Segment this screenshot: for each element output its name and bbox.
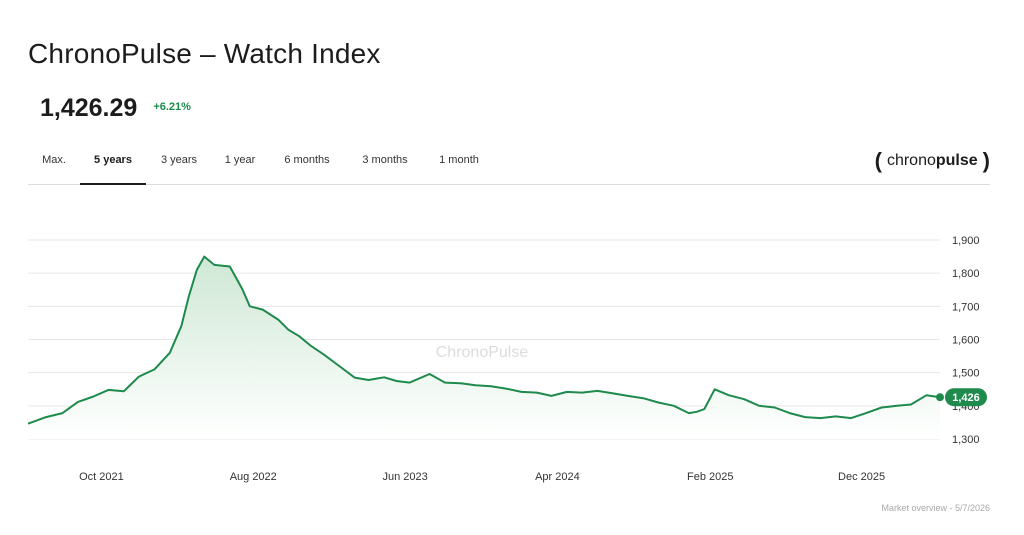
y-tick-label: 1,600 <box>952 335 980 347</box>
tab-6-months[interactable]: 6 months <box>284 154 330 166</box>
range-tabs: Max. 5 years 3 years 1 year 6 months 3 m… <box>28 142 990 185</box>
page-title: ChronoPulse – Watch Index <box>28 38 381 69</box>
tab-1-year[interactable]: 1 year <box>224 154 256 166</box>
y-tick-label: 1,500 <box>952 368 980 380</box>
current-price: 1,426.29 <box>40 94 138 122</box>
y-tick-label: 1,900 <box>952 235 980 247</box>
y-tick-label: 1,700 <box>952 301 980 313</box>
x-tick-label: Aug 2022 <box>230 471 277 483</box>
last-value-badge <box>945 388 987 407</box>
x-tick-label: Oct 2021 <box>79 471 124 483</box>
tab-1-month[interactable]: 1 month <box>439 154 479 166</box>
x-tick-label: Apr 2024 <box>535 471 580 483</box>
x-tick-label: Feb 2025 <box>687 471 733 483</box>
y-tick-label: 1,300 <box>952 434 980 446</box>
chart-watermark: ChronoPulse <box>436 344 529 361</box>
price-line <box>27 255 941 425</box>
chronopulse-logo: ( chronopulse ) <box>875 146 990 176</box>
last-value-label: 1,426 <box>952 392 980 404</box>
price-change: +6.21% <box>153 101 191 113</box>
logo-right-bracket: ) <box>982 148 990 173</box>
x-tick-label: Jun 2023 <box>382 471 427 483</box>
tab-5-years[interactable]: 5 years <box>80 142 146 185</box>
tab-3-months[interactable]: 3 months <box>362 154 408 166</box>
x-tick-label: Dec 2025 <box>838 471 885 483</box>
last-point-marker <box>936 393 944 402</box>
tab-3-years[interactable]: 3 years <box>160 154 198 166</box>
tab-max[interactable]: Max. <box>42 154 66 166</box>
logo-wordmark: chronopulse <box>886 152 978 169</box>
price-area <box>28 256 940 439</box>
y-tick-label: 1,800 <box>952 268 980 280</box>
price-summary: 1,426.29 +6.21% <box>40 94 191 123</box>
footer-note: Market overview - 5/7/2026 <box>881 503 990 513</box>
logo-left-bracket: ( <box>874 148 882 173</box>
